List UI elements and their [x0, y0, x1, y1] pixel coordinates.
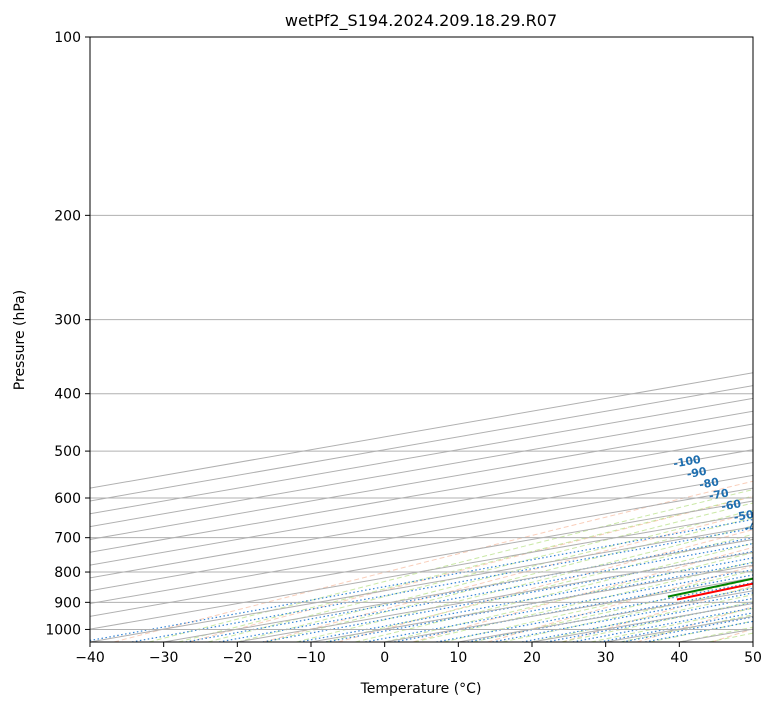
- isotherm-line: [90, 487, 753, 605]
- mixing-ratio-line: [492, 592, 753, 642]
- moist-adiabat-line: [561, 601, 753, 642]
- dry-adiabat-line: [188, 496, 753, 642]
- moist-adiabat-line: [266, 517, 753, 642]
- dry-adiabat-line: [412, 546, 753, 642]
- isotherm-label: -70: [708, 486, 730, 502]
- isotherm-label: -60: [720, 497, 742, 513]
- isotherm-label: -100: [672, 453, 702, 471]
- isotherm-label: -30: [754, 530, 775, 546]
- isotherm-line: [163, 538, 753, 642]
- isotherm-line: [90, 385, 753, 502]
- y-tick-label: 600: [54, 491, 81, 507]
- moist-adiabat-line: [531, 594, 753, 642]
- x-tick-label: −40: [75, 650, 105, 666]
- isotherm-line: [90, 423, 753, 540]
- x-tick-label: 40: [670, 650, 688, 666]
- mixing-ratio-line: [365, 569, 753, 642]
- isotherm-line: [384, 577, 753, 642]
- isotherm-line: [90, 410, 753, 528]
- isotherm-line: [90, 462, 753, 579]
- dry-adiabat-line: [113, 480, 753, 642]
- isotherms: [90, 372, 753, 642]
- x-axis-label: Temperature (°C): [360, 681, 482, 697]
- x-tick-label: 30: [597, 650, 615, 666]
- y-tick-label: 100: [54, 30, 81, 46]
- isotherm-label: -50: [733, 508, 755, 524]
- mixing-ratio-line: [521, 597, 753, 642]
- x-tick-label: 50: [744, 650, 762, 666]
- y-axis-label: Pressure (hPa): [12, 290, 28, 390]
- mixing-ratio-line: [299, 557, 753, 642]
- y-tick-label: 1000: [45, 622, 81, 638]
- x-axis-ticks: −40 −30 −20 −10 0 10 20 30 40 50: [75, 642, 762, 666]
- temperature-trace: [676, 582, 753, 601]
- x-tick-label: −30: [149, 650, 179, 666]
- moist-adiabat-line: [237, 509, 753, 642]
- moist-adiabat-line: [649, 620, 753, 642]
- y-tick-label: 400: [54, 387, 81, 403]
- y-tick-label: 200: [54, 208, 81, 224]
- moist-adiabat-line: [178, 495, 753, 642]
- x-tick-label: 0: [380, 650, 389, 666]
- moist-adiabat-line: [384, 552, 753, 642]
- dry-adiabat-line: [263, 512, 753, 642]
- plot-area: 0.10.20.40.611.52346810131620253036-100-…: [90, 37, 775, 642]
- dry-adiabat-line: [338, 529, 753, 642]
- mixing-ratio-line: [262, 550, 753, 642]
- moist-adiabat-line: [472, 578, 753, 642]
- isotherm-line: [605, 615, 753, 642]
- y-tick-label: 800: [54, 565, 81, 581]
- mixing-ratio-line: [622, 616, 753, 642]
- isotherm-line: [90, 449, 753, 566]
- isotherm-label: -90: [686, 465, 708, 481]
- contour-labels: 0.10.20.40.611.52346810131620253036-100-…: [672, 453, 775, 556]
- y-tick-label: 500: [54, 444, 81, 460]
- x-tick-label: −10: [296, 650, 326, 666]
- dry-adiabat-line: [562, 585, 753, 642]
- isotherm-line: [679, 628, 753, 642]
- isotherm-line: [90, 397, 753, 515]
- moist-adiabat-line: [148, 489, 753, 642]
- isotherm-label: -80: [698, 475, 720, 491]
- chart-title: wetPf2_S194.2024.209.18.29.R07: [285, 11, 557, 31]
- moist-adiabat-line: [413, 561, 753, 642]
- moist-adiabat-line: [296, 525, 753, 642]
- isotherm-line: [90, 526, 753, 642]
- isotherm-line: [90, 500, 753, 617]
- pressure-gridlines: [90, 37, 753, 630]
- y-tick-label: 900: [54, 595, 81, 611]
- isotherm-line: [752, 641, 753, 642]
- isotherm-label: -20: [766, 540, 775, 556]
- isotherm-label: -40: [743, 519, 765, 535]
- y-tick-label: 700: [54, 531, 81, 547]
- y-tick-label: 300: [54, 313, 81, 329]
- x-tick-label: −20: [223, 650, 253, 666]
- x-tick-label: 10: [449, 650, 467, 666]
- x-tick-label: 20: [523, 650, 541, 666]
- isotherm-line: [90, 474, 753, 592]
- moist-adiabat-line: [708, 632, 753, 642]
- moist-adiabat-line: [679, 626, 753, 642]
- y-axis-ticks: 100 200 300 400 500 600 700 800 900 1000: [45, 30, 90, 638]
- isotherm-line: [310, 564, 753, 642]
- sounding-traces: [667, 577, 753, 601]
- isotherm-line: [90, 372, 753, 489]
- isotherm-line: [90, 513, 753, 630]
- mixing-ratio-line: [572, 607, 753, 642]
- dry-adiabat-line: [636, 606, 753, 642]
- mixing-ratio-line: [325, 562, 753, 642]
- moist-adiabat-line: [207, 502, 753, 642]
- isotherm-line: [90, 436, 753, 553]
- moist-adiabat-line: [502, 586, 753, 642]
- plot-frame: [89, 36, 754, 643]
- dry-adiabats: [113, 480, 753, 642]
